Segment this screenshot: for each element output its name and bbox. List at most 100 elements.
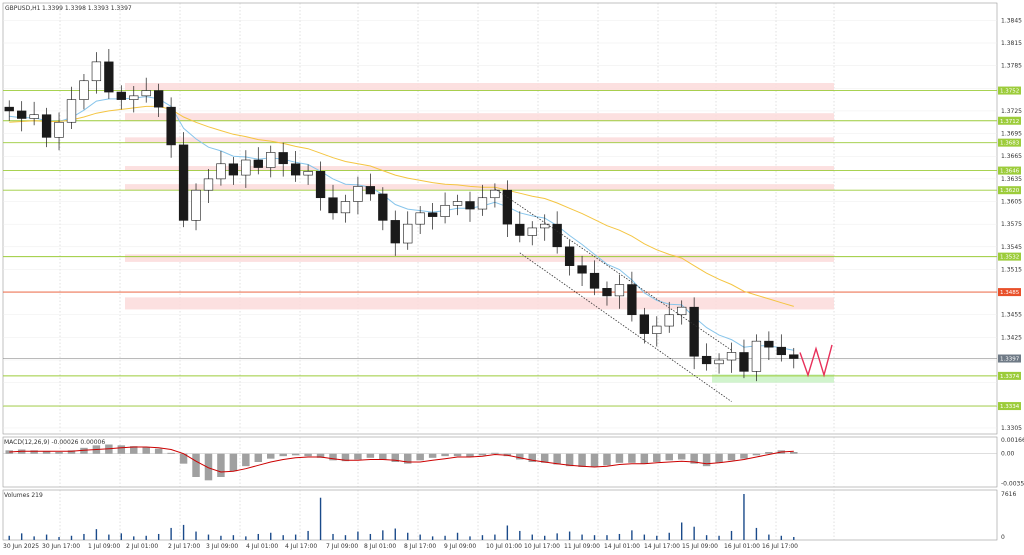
x-tick-label: 14 Jul 17:00 (644, 543, 680, 550)
macd-bar (192, 453, 200, 477)
candle-body (141, 90, 151, 97)
price-badges: 1.3752 1.3712 1.3683 1.3646 1.3620 1.3532 1.34… (998, 86, 1021, 411)
price-badge-label: 1.3683 (1000, 141, 1020, 147)
y-tick-label: 1.3665 (1001, 153, 1022, 160)
price-badge-label: 1.3620 (1000, 188, 1020, 194)
macd-bar (790, 452, 798, 454)
price-zone (125, 113, 834, 121)
macd-bar (117, 445, 126, 454)
macd-label: MACD(12,26,9) -0.00026 0.00006 (4, 439, 105, 446)
price-zone (125, 166, 834, 171)
candle-body (191, 189, 201, 221)
candle-body (228, 163, 239, 176)
macd-bar (752, 453, 761, 456)
macd-bar (615, 453, 624, 463)
candle-body (776, 346, 786, 356)
symbol-label: GBPUSD,H1 (5, 5, 41, 12)
price-badge (998, 186, 1021, 195)
volume-tick-label: 7616 (1001, 491, 1016, 498)
y-tick-label: 1.3635 (1001, 176, 1022, 183)
macd-bar (291, 453, 300, 456)
candle-body (129, 95, 139, 100)
candle-body (278, 152, 288, 165)
macd-bar (354, 453, 362, 460)
candle-body (340, 201, 351, 214)
candle-body (403, 223, 413, 244)
macd-bar (765, 452, 773, 454)
y-tick-label: 1.3815 (1001, 40, 1022, 47)
candle-body (116, 91, 126, 100)
price-badge (998, 116, 1021, 125)
macd-bar (565, 453, 574, 467)
macd-tick-label: 0.00166 (1001, 437, 1024, 444)
x-tick-label: 2 Jul 17:00 (168, 543, 200, 550)
candle-body (353, 186, 363, 202)
price-zone (712, 374, 834, 383)
candle-body (552, 223, 562, 248)
candle-body (726, 352, 737, 361)
axes: 1.3845 1.3815 1.3785 1.3725 1.3695 1.3665 1.36… (3, 17, 1024, 550)
x-tick-label: 7 Jul 09:00 (326, 543, 358, 550)
price-badge (998, 138, 1021, 147)
x-tick-label: 4 Jul 17:00 (285, 543, 317, 550)
grid-layer (2, 2, 998, 541)
candle-body (328, 197, 338, 214)
price-badge (998, 354, 1021, 363)
macd-bar (316, 453, 325, 458)
macd-bar (242, 453, 250, 467)
y-tick-label: 1.3845 (1001, 17, 1022, 24)
x-tick-label: 15 Jul 09:00 (682, 543, 718, 550)
candle-body (465, 201, 475, 210)
macd-signal-line (9, 446, 794, 473)
candle-body (178, 144, 189, 221)
macd-bar (516, 453, 524, 460)
candle-body (378, 193, 388, 221)
candle-body (490, 189, 500, 199)
candle-body (652, 325, 662, 334)
candle-body (564, 246, 575, 266)
macd-bar (329, 453, 337, 461)
price-badge-label: 1.3397 (1000, 357, 1020, 363)
panel-frame (2, 489, 998, 541)
candle-body (290, 163, 301, 176)
x-tick-label: 2 Jul 01:00 (126, 543, 158, 550)
candle-body (390, 220, 400, 244)
macd-bar (603, 453, 611, 466)
y-tick-label: 1.3725 (1001, 108, 1022, 115)
candles[interactable] (4, 49, 799, 382)
macd-bar (403, 453, 412, 464)
price-zone (125, 254, 834, 262)
macd-bar (304, 453, 312, 457)
x-tick-label: 16 Jul 17:00 (762, 543, 798, 550)
candle-body (602, 288, 612, 297)
candle-body (701, 355, 712, 365)
macd-bar (653, 453, 661, 462)
macd-bar (179, 453, 188, 464)
macd-bar (30, 450, 38, 454)
macd-bar (217, 453, 225, 477)
macd-bar (441, 453, 449, 457)
y-tick-label: 1.3575 (1001, 221, 1022, 228)
candle-body (540, 223, 550, 229)
volume-tick-label: 0 (1001, 534, 1005, 541)
macd-tick-label: -0.00355 (1001, 480, 1024, 487)
macd-bar (665, 453, 673, 461)
macd-bar (578, 453, 586, 467)
candle-body (739, 352, 749, 372)
trend-channel[interactable] (494, 188, 732, 402)
candle-body (17, 110, 27, 119)
macd-bar (628, 453, 636, 463)
x-tick-label: 30 Jun 2025 (3, 543, 39, 550)
price-badge (998, 86, 1021, 95)
volume-label: Volumes 219 (4, 492, 43, 499)
price-badge-label: 1.3712 (1000, 119, 1019, 125)
macd-bar (379, 453, 387, 460)
macd-bar (55, 452, 63, 454)
candle-body (4, 106, 14, 112)
candle-body (515, 223, 525, 236)
x-tick-label: 10 Jul 01:00 (486, 543, 522, 550)
macd-bar (154, 448, 163, 454)
